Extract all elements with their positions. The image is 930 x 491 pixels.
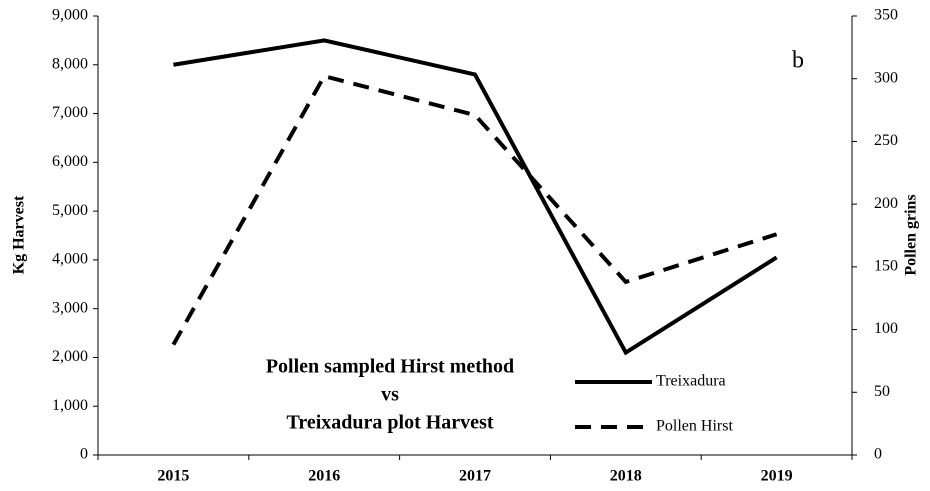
x-tick-label: 2017 bbox=[459, 468, 491, 485]
legend-label: Treixadura bbox=[656, 373, 726, 390]
chart-title: vs bbox=[381, 384, 399, 406]
y2-tick-label: 200 bbox=[874, 195, 898, 212]
y2-tick-label: 350 bbox=[874, 7, 898, 24]
y-tick-label: 2,000 bbox=[52, 348, 88, 365]
series-line bbox=[171, 73, 778, 346]
y-tick-label: 4,000 bbox=[52, 251, 88, 268]
annotation: b bbox=[792, 48, 804, 74]
chart-title: Treixadura plot Harvest bbox=[286, 412, 493, 434]
legend-label: Pollen Hirst bbox=[656, 418, 733, 435]
y-tick-label: 7,000 bbox=[52, 104, 88, 121]
y2-tick-label: 50 bbox=[874, 383, 890, 400]
chart-title: Pollen sampled Hirst method bbox=[266, 356, 514, 378]
y2-axis-label: Pollen grins bbox=[903, 194, 920, 275]
y2-tick-label: 150 bbox=[874, 258, 898, 275]
x-tick-label: 2015 bbox=[157, 468, 189, 485]
y2-tick-label: 0 bbox=[874, 446, 882, 463]
y-tick-label: 1,000 bbox=[52, 397, 88, 414]
y-axis-label: Kg Harvest bbox=[11, 195, 28, 274]
y-tick-label: 3,000 bbox=[52, 299, 88, 316]
x-tick-label: 2018 bbox=[610, 468, 642, 485]
x-tick-label: 2019 bbox=[761, 468, 793, 485]
x-tick-label: 2016 bbox=[308, 468, 340, 485]
y2-tick-label: 100 bbox=[874, 320, 898, 337]
y-tick-label: 6,000 bbox=[52, 153, 88, 170]
y-tick-label: 5,000 bbox=[52, 202, 88, 219]
y2-tick-label: 300 bbox=[874, 69, 898, 86]
y-tick-label: 9,000 bbox=[52, 7, 88, 24]
y-tick-label: 8,000 bbox=[52, 55, 88, 72]
y-tick-label: 0 bbox=[80, 446, 88, 463]
y2-tick-label: 250 bbox=[874, 132, 898, 149]
series-line bbox=[173, 38, 778, 356]
